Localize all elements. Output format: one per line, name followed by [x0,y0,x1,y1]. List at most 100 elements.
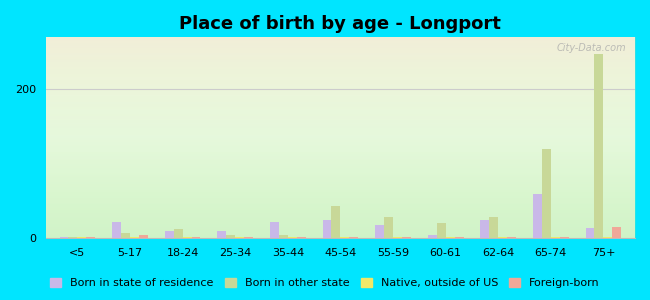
Bar [46,222,635,224]
Bar [46,82,635,84]
Bar [46,164,635,166]
Bar [46,126,635,128]
Bar [46,76,635,77]
Bar [46,124,635,126]
Bar [46,194,635,196]
Bar [384,218,393,238]
Bar [46,148,635,150]
Bar [46,130,635,132]
Bar [46,37,635,39]
Legend: Born in state of residence, Born in other state, Native, outside of US, Foreign-: Born in state of residence, Born in othe… [47,275,603,291]
Bar [46,51,635,53]
Bar [393,237,402,238]
Bar [46,142,635,144]
Bar [46,144,635,146]
Bar [279,235,288,238]
Bar [46,134,635,136]
Bar [46,64,635,65]
Bar [226,235,235,238]
Bar [217,231,226,238]
Bar [46,218,635,220]
Bar [46,140,635,142]
Bar [46,178,635,180]
Bar [46,44,635,45]
Bar [46,110,635,112]
Bar [46,92,635,94]
Bar [46,80,635,82]
Bar [322,220,332,238]
Bar [46,166,635,168]
Bar [46,120,635,122]
Bar [46,128,635,130]
Bar [46,136,635,138]
Bar [46,122,635,124]
Bar [46,59,635,62]
Bar [46,94,635,96]
Bar [270,222,279,238]
Bar [46,172,635,174]
Bar [46,56,635,57]
Bar [46,170,635,172]
Bar [46,103,635,106]
Bar [46,216,635,218]
Bar [46,77,635,80]
Bar [46,174,635,176]
Bar [46,198,635,200]
Bar [46,39,635,41]
Bar [46,180,635,182]
Bar [46,74,635,76]
Bar [499,237,507,238]
Bar [46,210,635,212]
Bar [46,100,635,102]
Bar [46,208,635,210]
Bar [489,218,499,238]
Bar [46,90,635,92]
Bar [183,237,192,238]
Bar [46,234,635,236]
Bar [46,108,635,110]
Bar [46,116,635,118]
Bar [46,202,635,204]
Bar [46,190,635,192]
Bar [46,158,635,160]
Bar [46,204,635,206]
Bar [46,212,635,214]
Bar [46,206,635,208]
Bar [46,71,635,74]
Bar [454,237,463,238]
Bar [46,98,635,100]
Bar [542,149,551,238]
Bar [437,224,446,238]
Bar [46,85,635,88]
Bar [560,237,569,238]
Bar [46,184,635,186]
Bar [244,237,253,238]
Bar [288,237,297,238]
Bar [551,237,560,238]
Bar [46,84,635,85]
Bar [332,206,341,238]
Bar [46,53,635,56]
Bar [46,41,635,44]
Bar [375,225,384,238]
Bar [46,192,635,194]
Bar [46,214,635,216]
Bar [46,152,635,154]
Bar [46,200,635,202]
Bar [46,57,635,59]
Bar [46,102,635,103]
Bar [402,237,411,238]
Bar [164,231,174,238]
Bar [341,237,349,238]
Bar [46,138,635,140]
Bar [46,154,635,156]
Bar [46,96,635,98]
Bar [46,146,635,148]
Bar [46,156,635,158]
Bar [46,88,635,90]
Bar [46,182,635,184]
Bar [112,222,121,238]
Bar [595,54,603,238]
Bar [480,220,489,238]
Bar [533,194,542,238]
